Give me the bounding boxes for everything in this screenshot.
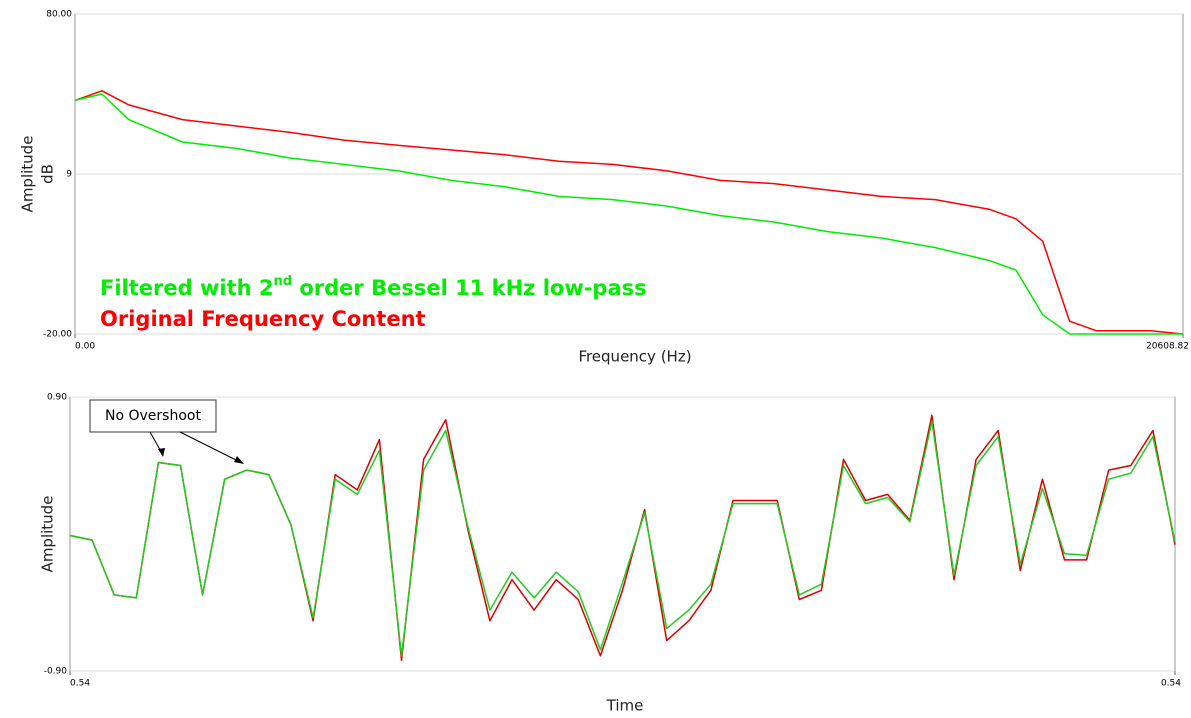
y-axis-label: Amplitude [39,496,57,573]
series-line [74,90,1184,335]
annotation: Filtered with 2nd order Bessel 11 kHz lo… [100,274,647,301]
y-tick-label: 80.00 [46,10,72,20]
arrowhead [234,456,244,464]
callout-text: No Overshoot [105,408,201,424]
x-axis-label: Time [606,697,644,715]
annotation-sup: nd [273,274,292,289]
callout: No Overshoot [89,399,244,464]
annotation-text: order Bessel 11 kHz low-pass [292,276,647,300]
callout-arrow [179,431,241,463]
y-tick-label: -0.90 [44,667,68,677]
annotation: Original Frequency Content [100,307,426,331]
x-axis-label: Frequency (Hz) [578,348,691,366]
annotation-text: Filtered with 2 [100,276,273,300]
y-tick-label: -20.00 [43,330,72,340]
x-tick-label: 0.54 [1161,679,1181,689]
y-axis-unit: dB [39,164,57,184]
x-tick-label: 20608.82 [1146,342,1189,352]
y-axis-label: Amplitude [19,136,37,213]
x-tick-label: 0.00 [75,342,95,352]
y-tick-label: 9 [66,170,72,180]
x-tick-label: 0.54 [70,679,90,689]
callout-box [89,399,217,433]
arrowhead [158,448,165,457]
series-line [74,93,1183,335]
series-line [69,420,1176,657]
y-tick-label: 0.90 [47,393,67,403]
